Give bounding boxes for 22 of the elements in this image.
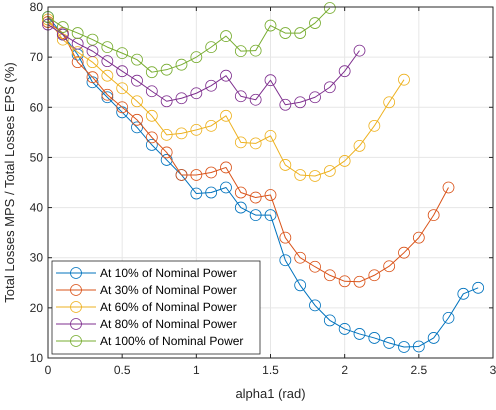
y-tick-label: 60 xyxy=(30,100,44,114)
x-tick-label: 2.5 xyxy=(410,363,428,377)
legend-label: At 80% of Nominal Power xyxy=(100,317,237,331)
x-tick-label: 2 xyxy=(341,363,348,377)
x-tick-label: 1.5 xyxy=(262,363,280,377)
x-axis-title: alpha1 (rad) xyxy=(235,386,306,401)
x-tick-label: 1 xyxy=(192,363,200,377)
y-tick-label: 70 xyxy=(30,50,44,64)
y-tick-label: 80 xyxy=(30,0,44,14)
legend-label: At 60% of Nominal Power xyxy=(100,300,237,314)
legend-label: At 30% of Nominal Power xyxy=(100,283,237,297)
y-tick-label: 40 xyxy=(30,200,44,215)
legend-label: At 10% of Nominal Power xyxy=(100,266,237,280)
y-tick-label: 50 xyxy=(30,150,44,164)
x-tick-label: 3 xyxy=(490,363,496,377)
y-tick-label: 10 xyxy=(30,351,44,365)
x-tick-label: 0.5 xyxy=(114,363,131,377)
x-tick-label: 0 xyxy=(44,363,52,377)
legend-label: At 100% of Nominal Power xyxy=(100,334,244,348)
y-tick-label: 20 xyxy=(30,300,44,315)
y-tick-label: 30 xyxy=(30,250,44,265)
y-axis-title: Total Losses MPS / Total Losses EPS (%) xyxy=(2,62,17,303)
